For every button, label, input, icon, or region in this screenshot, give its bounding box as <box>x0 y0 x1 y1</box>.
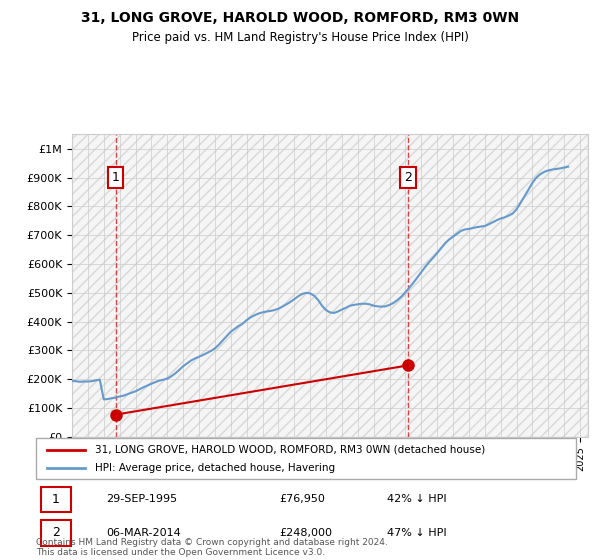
Text: 2: 2 <box>404 171 412 184</box>
Text: £76,950: £76,950 <box>279 494 325 505</box>
Text: 06-MAR-2014: 06-MAR-2014 <box>106 528 181 538</box>
Text: 29-SEP-1995: 29-SEP-1995 <box>106 494 178 505</box>
FancyBboxPatch shape <box>36 438 576 479</box>
Text: 47% ↓ HPI: 47% ↓ HPI <box>387 528 446 538</box>
Text: HPI: Average price, detached house, Havering: HPI: Average price, detached house, Have… <box>95 463 335 473</box>
Text: 31, LONG GROVE, HAROLD WOOD, ROMFORD, RM3 0WN: 31, LONG GROVE, HAROLD WOOD, ROMFORD, RM… <box>81 11 519 25</box>
Text: Price paid vs. HM Land Registry's House Price Index (HPI): Price paid vs. HM Land Registry's House … <box>131 31 469 44</box>
Text: £248,000: £248,000 <box>279 528 332 538</box>
Text: 2: 2 <box>52 526 60 539</box>
FancyBboxPatch shape <box>41 520 71 545</box>
Text: 1: 1 <box>112 171 119 184</box>
Text: Contains HM Land Registry data © Crown copyright and database right 2024.
This d: Contains HM Land Registry data © Crown c… <box>36 538 388 557</box>
Text: 1: 1 <box>52 493 60 506</box>
FancyBboxPatch shape <box>41 487 71 512</box>
Text: 42% ↓ HPI: 42% ↓ HPI <box>387 494 446 505</box>
Text: 31, LONG GROVE, HAROLD WOOD, ROMFORD, RM3 0WN (detached house): 31, LONG GROVE, HAROLD WOOD, ROMFORD, RM… <box>95 445 485 455</box>
